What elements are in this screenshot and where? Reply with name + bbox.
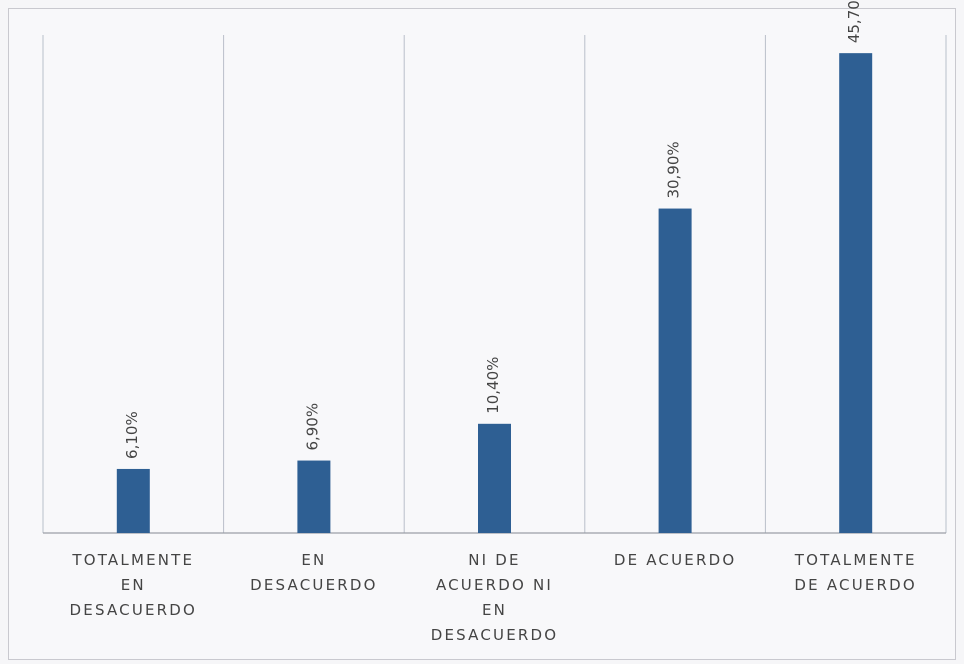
data-label: 6,10% xyxy=(123,411,141,459)
data-label: 45,70% xyxy=(845,0,863,43)
category-label-line: DE ACUERDO xyxy=(794,576,917,594)
category-label: TOTALMENTE DE ACUERDO xyxy=(771,548,941,598)
chart-frame xyxy=(8,8,956,660)
bar xyxy=(116,468,150,533)
bar xyxy=(839,53,873,534)
category-label-line: EN xyxy=(301,551,327,569)
category-label-line: DESACUERDO xyxy=(430,626,559,644)
category-label: TOTALMENTE EN DESACUERDO xyxy=(48,548,218,623)
data-label: 10,40% xyxy=(484,357,502,414)
category-label: NI DE ACUERDO NI EN DESACUERDO xyxy=(410,548,580,648)
category-label: DE ACUERDO xyxy=(590,548,760,573)
bar xyxy=(297,460,331,533)
category-label-line: NI DE xyxy=(468,551,521,569)
data-label: 30,90% xyxy=(665,141,683,198)
category-label: EN DESACUERDO xyxy=(229,548,399,598)
category-label-line: DE ACUERDO xyxy=(613,551,737,569)
category-label-line: TOTALMENTE xyxy=(72,551,195,569)
category-label-line: EN xyxy=(120,576,146,594)
category-label-line: TOTALMENTE xyxy=(794,551,917,569)
data-label: 6,90% xyxy=(303,403,321,451)
bar xyxy=(658,208,692,534)
category-label-line: DESACUERDO xyxy=(250,576,378,594)
bar xyxy=(478,423,511,533)
category-label-line: EN xyxy=(481,601,508,619)
category-label-line: ACUERDO NI xyxy=(435,576,554,594)
category-label-line: DESACUERDO xyxy=(69,601,198,619)
